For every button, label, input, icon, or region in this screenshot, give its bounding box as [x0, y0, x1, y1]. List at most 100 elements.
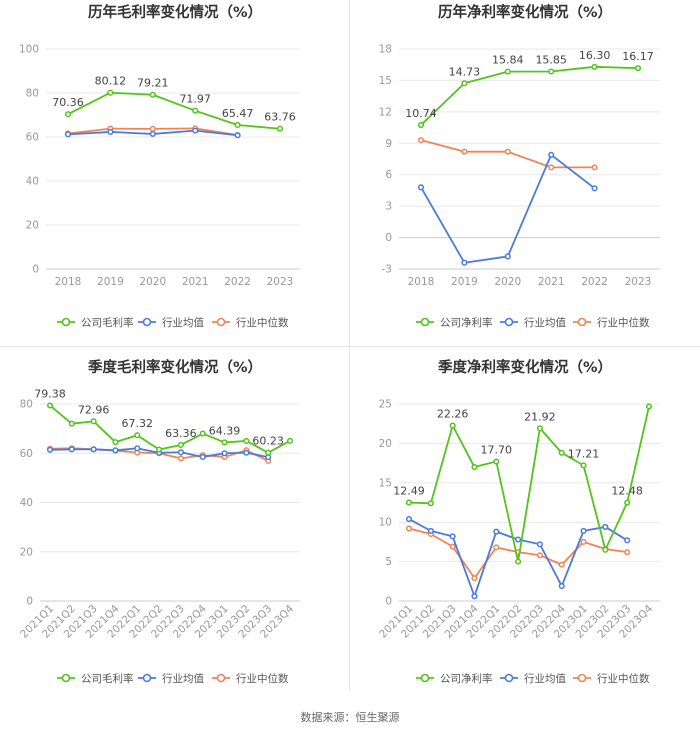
data-point-avg — [234, 132, 241, 139]
legend-label: 公司毛利率 — [81, 672, 134, 685]
data-point-avg — [192, 127, 199, 134]
data-point-avg — [68, 446, 75, 453]
legend-item-avg: 行业均值 — [500, 316, 566, 329]
data-point-company — [591, 63, 598, 70]
data-point-company — [265, 449, 272, 456]
data-point-company — [192, 107, 199, 114]
data-point-median — [591, 164, 598, 171]
data-label: 63.36 — [165, 427, 197, 440]
legend-item-company: 公司净利率 — [416, 316, 493, 329]
data-point-company — [177, 441, 184, 449]
legend-marker — [61, 317, 71, 327]
x-tick-label: 2022 — [581, 276, 608, 288]
x-tick-label: 2018 — [55, 276, 82, 288]
data-point-avg — [624, 537, 631, 544]
legend-marker — [142, 673, 152, 683]
chart-1: 历年毛利率变化情况（%） 0 20 40 60 80 100 2018 2019 2020 2021… — [19, 3, 300, 329]
legend-label: 行业均值 — [524, 316, 566, 329]
x-tick-label: 2020 — [494, 276, 521, 288]
data-point-company — [243, 437, 250, 444]
data-point-company — [634, 65, 642, 72]
data-point-avg — [64, 131, 72, 138]
data-point-avg — [149, 130, 156, 137]
series-line-company — [67, 91, 281, 130]
data-point-avg — [591, 185, 598, 192]
data-point-company — [149, 91, 156, 98]
data-point-company — [602, 546, 609, 553]
y-tick-label: -3 — [382, 264, 392, 276]
y-tick-label: 0 — [32, 264, 39, 276]
chart-3: 季度毛利率变化情况（%）0204060802021Q12021Q22021Q32… — [18, 358, 300, 685]
data-point-avg — [243, 449, 250, 456]
data-point-company — [471, 463, 478, 471]
data-label: 80.12 — [95, 75, 127, 88]
legend-marker — [420, 673, 430, 683]
y-tick-label: 18 — [379, 44, 392, 56]
legend-label: 公司净利率 — [440, 316, 493, 329]
data-label: 21.92 — [524, 410, 556, 423]
data-label: 16.30 — [579, 49, 611, 62]
legend-label: 公司净利率 — [440, 672, 493, 685]
data-point-avg — [417, 184, 425, 191]
y-tick-label: 6 — [385, 169, 392, 181]
y-tick-label: 40 — [20, 497, 33, 509]
data-point-company — [548, 68, 555, 75]
data-label: 70.36 — [52, 96, 84, 109]
data-label: 17.70 — [481, 444, 513, 457]
data-point-avg — [471, 593, 478, 600]
data-point-avg — [199, 453, 206, 460]
legend-item-avg: 行业均值 — [500, 672, 566, 685]
y-tick-label: 10 — [379, 517, 392, 529]
y-tick-label: 100 — [19, 44, 39, 56]
chart-title: 历年毛利率变化情况（%） — [88, 3, 262, 21]
data-point-company — [624, 499, 631, 506]
data-label: 63.76 — [264, 111, 296, 124]
data-point-company — [461, 80, 468, 87]
data-label: 79.38 — [34, 388, 66, 401]
data-point-avg — [449, 533, 456, 540]
y-tick-label: 0 — [385, 232, 392, 244]
data-point-median — [536, 552, 543, 559]
y-tick-label: 80 — [26, 88, 39, 100]
y-tick-label: 3 — [385, 201, 392, 213]
y-tick-label: 9 — [385, 138, 392, 150]
legend-item-company: 公司毛利率 — [57, 672, 134, 685]
data-point-avg — [536, 541, 543, 548]
data-point-avg — [548, 151, 555, 158]
data-point-company — [558, 449, 565, 456]
vertical-divider — [349, 0, 350, 690]
legend-item-median: 行业中位数 — [573, 672, 650, 685]
data-point-avg — [405, 515, 413, 523]
legend-label: 行业中位数 — [597, 316, 650, 329]
y-tick-label: 15 — [379, 75, 392, 87]
data-point-company — [536, 425, 543, 432]
data-point-avg — [46, 446, 54, 453]
y-tick-label: 20 — [26, 220, 39, 232]
data-label: 64.39 — [209, 424, 241, 437]
y-tick-label: 20 — [379, 438, 392, 450]
data-label: 60.23 — [252, 435, 284, 448]
data-point-median — [405, 525, 413, 532]
legend-item-avg: 行业均值 — [138, 672, 204, 685]
data-point-median — [471, 575, 478, 582]
data-point-avg — [493, 528, 500, 535]
x-tick-label: 2022 — [224, 276, 251, 288]
legend-marker — [504, 317, 514, 327]
chart-2: 历年净利率变化情况（%） -3 0 3 6 9 12 15 18 2018 2019 2020 2021… — [379, 3, 660, 329]
data-point-company — [221, 439, 228, 446]
series-line-company — [49, 404, 291, 454]
data-point-avg — [134, 445, 141, 452]
legend-label: 行业均值 — [524, 672, 566, 685]
data-point-company — [134, 432, 141, 439]
x-tick-label: 2019 — [97, 276, 124, 288]
data-point-company — [449, 422, 456, 429]
series-line-company — [408, 406, 650, 563]
data-label: 17.21 — [568, 447, 600, 460]
data-point-company — [504, 68, 511, 75]
legend-marker — [216, 317, 226, 327]
legend-marker — [216, 673, 226, 683]
data-label: 10.74 — [405, 107, 437, 120]
x-tick-label: 2023 — [267, 276, 294, 288]
data-label: 72.96 — [78, 403, 110, 416]
data-label: 22.26 — [437, 408, 469, 421]
